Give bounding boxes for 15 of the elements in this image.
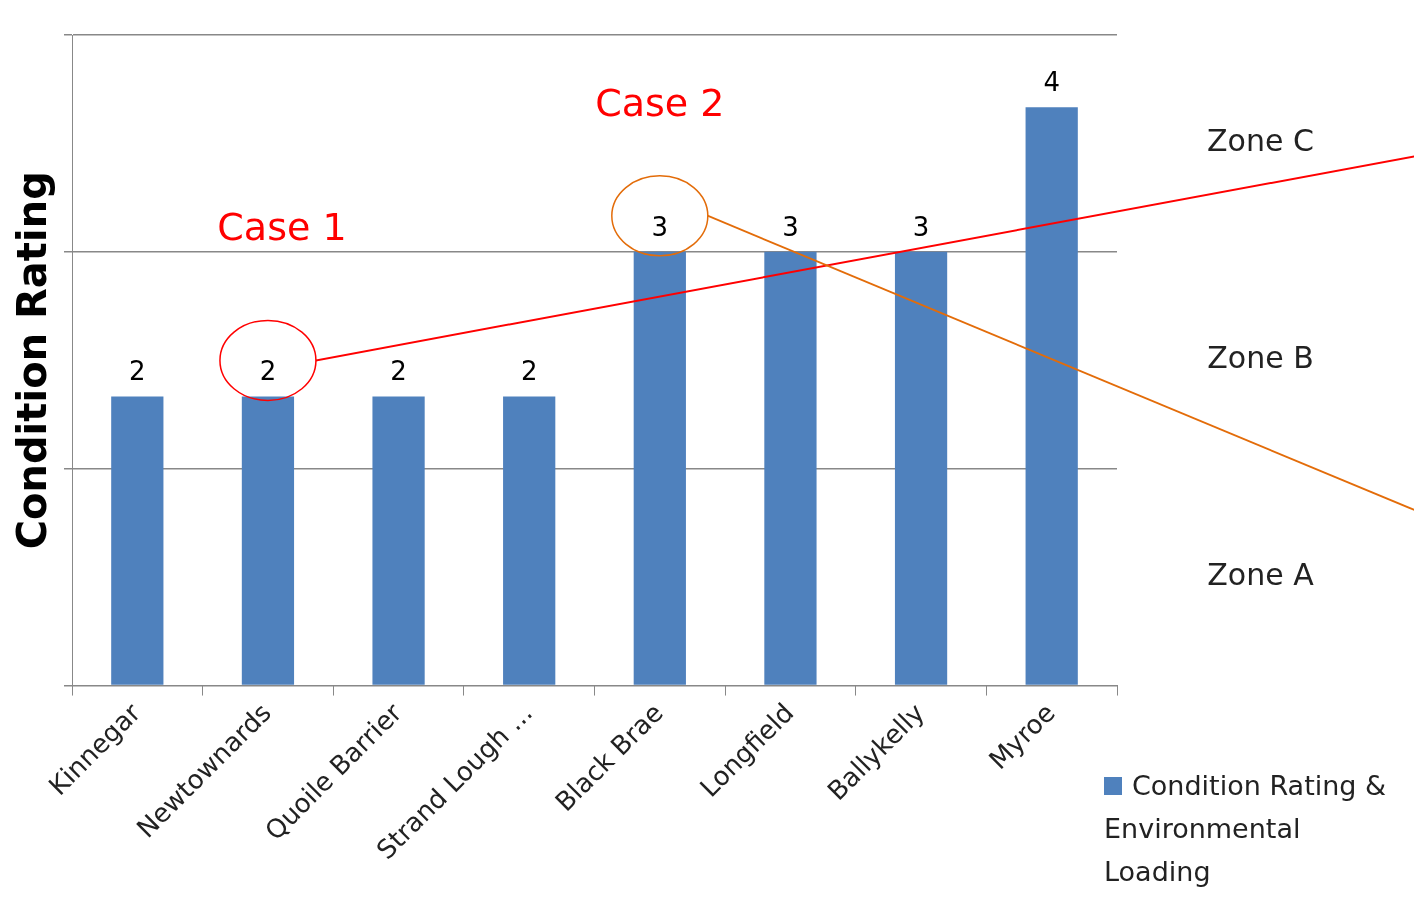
y-axis-title: Condition Rating (9, 171, 56, 550)
data-label: 4 (1043, 67, 1060, 98)
data-label: 2 (520, 356, 538, 387)
data-label: 2 (129, 356, 146, 387)
data-label: 2 (390, 356, 407, 387)
data-label: 3 (651, 211, 669, 242)
data-label: 3 (912, 211, 930, 242)
text: Zone C (1207, 123, 1314, 159)
data-label: 2 (259, 356, 277, 387)
text: Zone B (1207, 340, 1314, 376)
annotation: Case 2 (595, 80, 725, 125)
legend-label: Condition Rating & Environmental Loading (1104, 769, 1388, 889)
text: Zone A (1207, 556, 1315, 592)
data-label: 3 (782, 211, 799, 242)
annotation: Case 1 (217, 205, 347, 250)
